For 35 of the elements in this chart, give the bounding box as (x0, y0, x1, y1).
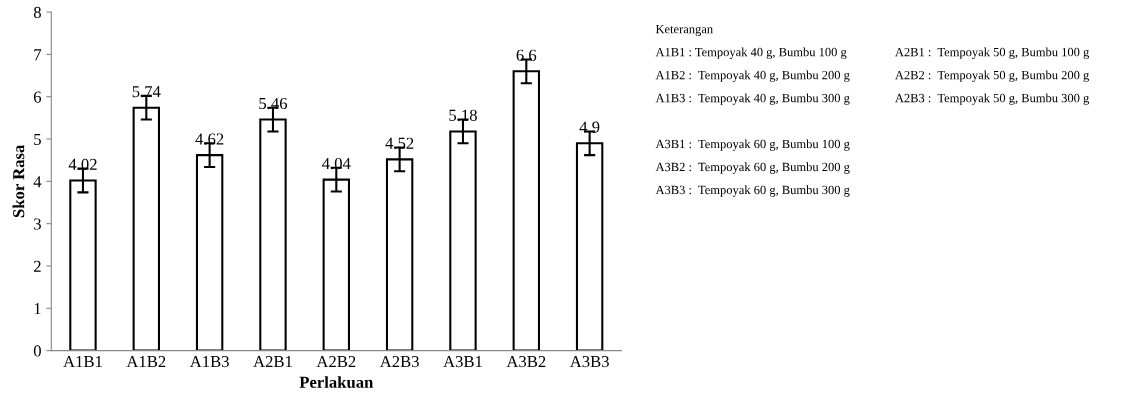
x-tick-label: A3B1 (443, 356, 482, 368)
x-tick-label: A2B2 (316, 356, 356, 368)
x-tick-label: A1B2 (126, 356, 166, 368)
y-tick-label: 5 (34, 133, 41, 145)
x-tick-label: A2B3 (379, 356, 419, 368)
y-tick-label: 0 (33, 345, 41, 357)
x-tick-label: A1B3 (189, 356, 229, 368)
y-tick-label: 8 (33, 6, 41, 19)
text: A1B3 : Tempoyak 40 g, Bumbu 300 g (655, 93, 850, 105)
y-tick-label: 1 (34, 303, 41, 315)
text: A2B2 : Tempoyak 50 g, Bumbu 200 g (895, 70, 1090, 82)
x-tick-label: A1B1 (63, 356, 102, 368)
text: A2B1 : Tempoyak 50 g, Bumbu 100 g (895, 47, 1090, 59)
text: A1B2 : Tempoyak 40 g, Bumbu 200 g (655, 70, 850, 82)
x-tick-label: A3B2 (506, 356, 546, 368)
y-tick-label: 7 (34, 49, 42, 61)
y-axis-title: Skor Rasa (12, 144, 25, 218)
x-tick-label: A3B3 (569, 356, 609, 368)
text: A3B3 : Tempoyak 60 g, Bumbu 300 g (655, 185, 850, 197)
text: A2B3 : Tempoyak 50 g, Bumbu 300 g (895, 93, 1090, 105)
y-tick-label: 6 (33, 91, 42, 103)
text: Keterangan (655, 25, 713, 36)
y-tick-label: 4 (33, 176, 42, 188)
x-axis-title: Perlakuan (299, 376, 374, 388)
data-label: 4.62 (195, 133, 224, 145)
data-label: 5.18 (449, 109, 477, 121)
data-label: 5.46 (259, 97, 288, 110)
text: A3B1 : Tempoyak 60 g, Bumbu 100 g (655, 139, 850, 151)
text: A1B1 : Tempoyak 40 g, Bumbu 100 g (655, 47, 847, 59)
data-label: 4.52 (385, 137, 414, 149)
text: A3B2 : Tempoyak 60 g, Bumbu 200 g (655, 162, 850, 174)
y-tick-label: 2 (33, 260, 41, 272)
data-label: 4.04 (322, 157, 351, 170)
x-tick-label: A2B1 (253, 356, 292, 368)
y-tick-label: 3 (34, 218, 41, 230)
